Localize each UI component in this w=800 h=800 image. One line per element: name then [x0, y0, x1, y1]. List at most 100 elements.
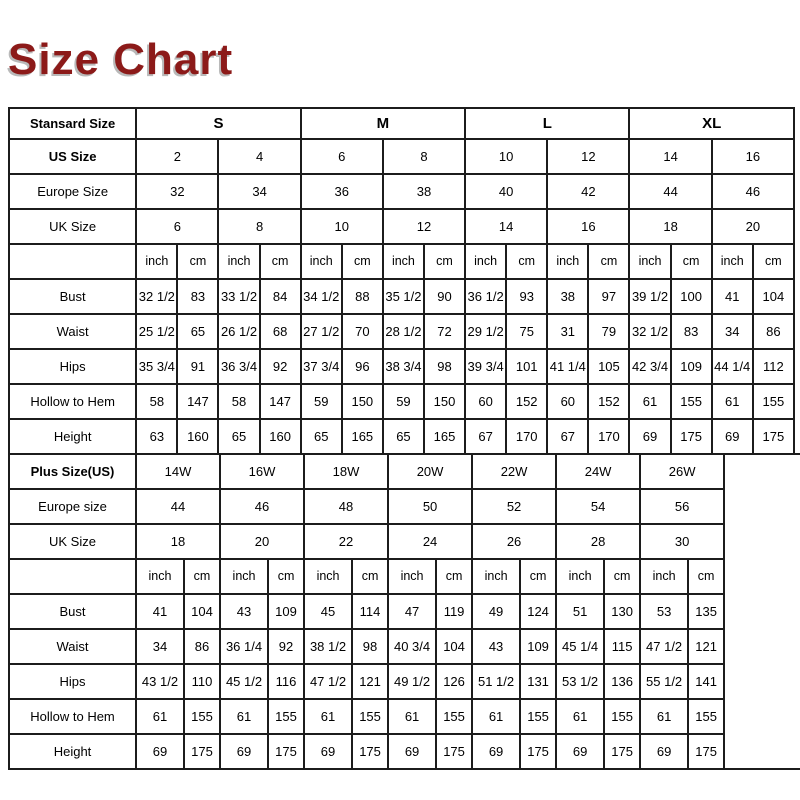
size-value: 36	[299, 173, 384, 210]
plus-size-header-22w: 22W	[471, 453, 558, 490]
size-value: 6	[299, 138, 384, 175]
size-value: 24	[387, 523, 474, 560]
standard-row-hollow-to-hem: Hollow to Hem 58 147 58 147 59 150 59 150 60 152 60…	[7, 383, 796, 420]
measurement-value: 175	[519, 733, 558, 770]
measurement-value: 150	[340, 383, 384, 420]
measurement-value: 69	[471, 733, 522, 770]
unit-cm-header: cm	[505, 243, 549, 280]
standard-unit-row: inch cm inch cm inch cm inch cm inch cm inch cm inch…	[7, 243, 796, 280]
measurement-value: 38 3/4	[381, 348, 425, 385]
measurement-value: 96	[340, 348, 384, 385]
unit-inch-header: inch	[710, 243, 754, 280]
measurement-value: 93	[505, 278, 549, 315]
measurement-value: 69	[135, 733, 185, 770]
measurement-value: 109	[669, 348, 713, 385]
size-value: 14	[628, 138, 713, 175]
measurement-value: 39 3/4	[464, 348, 508, 385]
measurement-value: 152	[587, 383, 631, 420]
measurement-value: 88	[340, 278, 384, 315]
measurement-value: 42 3/4	[628, 348, 672, 385]
measurement-value: 114	[351, 593, 390, 630]
unit-inch-header: inch	[217, 243, 261, 280]
plus-row-waist: Waist 34 86 36 1/4 92 38 1/2 98 40 3/4 104 43 109 4…	[8, 628, 800, 665]
measurement-value: 155	[351, 698, 390, 735]
size-value: 12	[546, 138, 631, 175]
plus-size-header-20w: 20W	[387, 453, 474, 490]
measurement-value: 59	[299, 383, 343, 420]
page-title: Size Chart	[8, 35, 234, 84]
measurement-value: 34 1/2	[299, 278, 343, 315]
size-value: 34	[217, 173, 302, 210]
size-value: 46	[219, 488, 306, 525]
standard-corner-label: Stansard Size	[7, 107, 138, 140]
measurement-value: 86	[751, 313, 796, 350]
measurement-value: 45	[303, 593, 354, 630]
measurement-value: 69	[639, 733, 690, 770]
measurement-value: 175	[435, 733, 474, 770]
row-label: Waist	[7, 313, 138, 350]
measurement-value: 63	[135, 418, 179, 455]
measurement-value: 58	[135, 383, 179, 420]
size-value: 16	[546, 208, 631, 245]
unit-inch-header: inch	[555, 558, 606, 595]
measurement-value: 136	[603, 663, 642, 700]
measurement-value: 175	[687, 733, 726, 770]
measurement-value: 175	[603, 733, 642, 770]
row-label: Height	[7, 418, 138, 455]
size-value: 46	[710, 173, 796, 210]
measurement-value: 135	[687, 593, 726, 630]
size-value: 20	[710, 208, 796, 245]
size-group-header-s: S	[135, 107, 302, 140]
measurement-value: 61	[639, 698, 690, 735]
measurement-value: 55 1/2	[639, 663, 690, 700]
plus-row-hips: Hips 43 1/2 110 45 1/2 116 47 1/2 121 49 1/2 126…	[8, 663, 800, 700]
measurement-value: 121	[351, 663, 390, 700]
plus-corner-label: Plus Size(US)	[8, 453, 137, 490]
measurement-value: 131	[519, 663, 558, 700]
measurement-value: 84	[258, 278, 302, 315]
measurement-value: 155	[267, 698, 306, 735]
measurement-value: 69	[555, 733, 606, 770]
plus-row-bust: Bust 41 104 43 109 45 114 47 119 49 124 51 130 53 135	[8, 593, 800, 630]
size-value: 18	[628, 208, 713, 245]
row-label: Bust	[7, 278, 138, 315]
measurement-value: 61	[135, 698, 185, 735]
measurement-value: 68	[258, 313, 302, 350]
unit-inch-header: inch	[303, 558, 354, 595]
unit-inch-header: inch	[135, 243, 179, 280]
unit-inch-header: inch	[219, 558, 270, 595]
measurement-value: 35 3/4	[135, 348, 179, 385]
measurement-value: 38 1/2	[303, 628, 354, 665]
unit-cm-header: cm	[267, 558, 306, 595]
measurement-value: 115	[603, 628, 642, 665]
standard-group-header-row: Stansard Size S M L XL	[7, 107, 795, 140]
plus-row-europe-size: Europe size 44 46 48 50 52 54 56	[8, 488, 800, 525]
measurement-value: 43 1/2	[135, 663, 185, 700]
size-value: 26	[471, 523, 558, 560]
measurement-value: 170	[587, 418, 631, 455]
plus-unit-row: inch cm inch cm inch cm inch cm inch cm inch cm inch…	[8, 558, 800, 595]
unit-inch-header: inch	[464, 243, 508, 280]
measurement-value: 165	[340, 418, 384, 455]
row-label: Bust	[8, 593, 137, 630]
measurement-value: 25 1/2	[135, 313, 179, 350]
measurement-value: 91	[176, 348, 220, 385]
measurement-value: 35 1/2	[381, 278, 425, 315]
measurement-value: 45 1/4	[555, 628, 606, 665]
unit-cm-header: cm	[687, 558, 726, 595]
measurement-value: 160	[176, 418, 220, 455]
row-label: Europe size	[8, 488, 137, 525]
row-label: Height	[8, 733, 137, 770]
measurement-value: 109	[519, 628, 558, 665]
measurement-value: 147	[176, 383, 220, 420]
measurement-value: 97	[587, 278, 631, 315]
measurement-value: 79	[587, 313, 631, 350]
measurement-value: 155	[669, 383, 713, 420]
unit-cm-header: cm	[435, 558, 474, 595]
size-value: 8	[381, 138, 467, 175]
unit-cm-header: cm	[603, 558, 642, 595]
measurement-value: 51 1/2	[471, 663, 522, 700]
unit-cm-header: cm	[258, 243, 302, 280]
unit-cm-header: cm	[340, 243, 384, 280]
measurement-value: 53 1/2	[555, 663, 606, 700]
